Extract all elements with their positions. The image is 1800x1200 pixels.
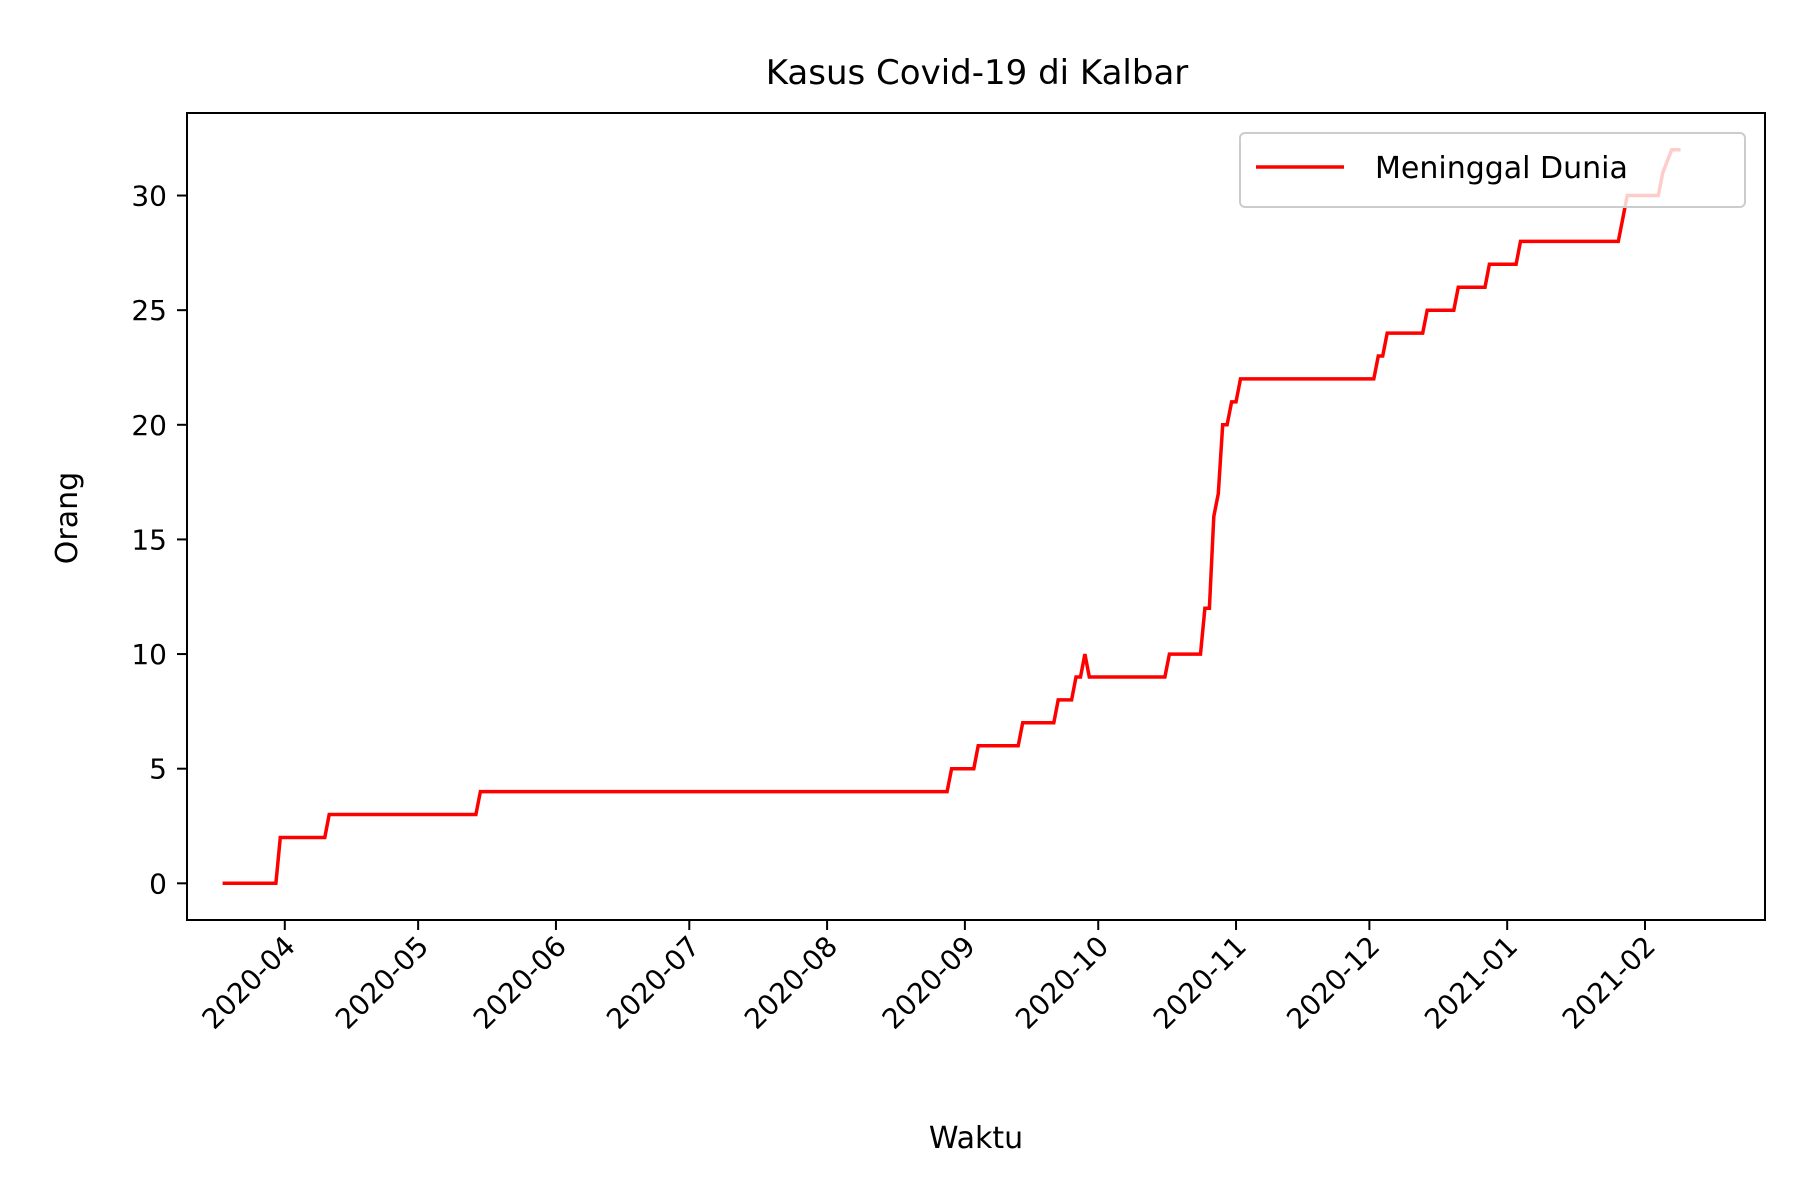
y-tick-label: 15 [131, 523, 167, 556]
y-tick-label: 20 [131, 409, 167, 442]
y-tick-label: 10 [131, 638, 167, 671]
plot-area [186, 112, 1766, 921]
y-tick-label: 5 [149, 753, 167, 786]
legend-label-meninggal-dunia: Meninggal Dunia [1375, 151, 1628, 186]
y-axis: 0 5 10 15 20 25 30 [131, 180, 187, 900]
y-tick-label: 30 [131, 180, 167, 213]
x-axis-label: Waktu [929, 1121, 1023, 1156]
y-tick-label: 0 [149, 867, 167, 900]
legend-box [1239, 132, 1746, 208]
legend: Meninggal Dunia [1239, 132, 1746, 208]
y-tick-label: 25 [131, 294, 167, 327]
chart-title: Kasus Covid-19 di Kalbar [766, 53, 1189, 93]
plot-frame [186, 112, 1766, 921]
y-axis-label: Orang [50, 472, 85, 564]
series-line-meninggal-dunia [222, 147, 1681, 886]
